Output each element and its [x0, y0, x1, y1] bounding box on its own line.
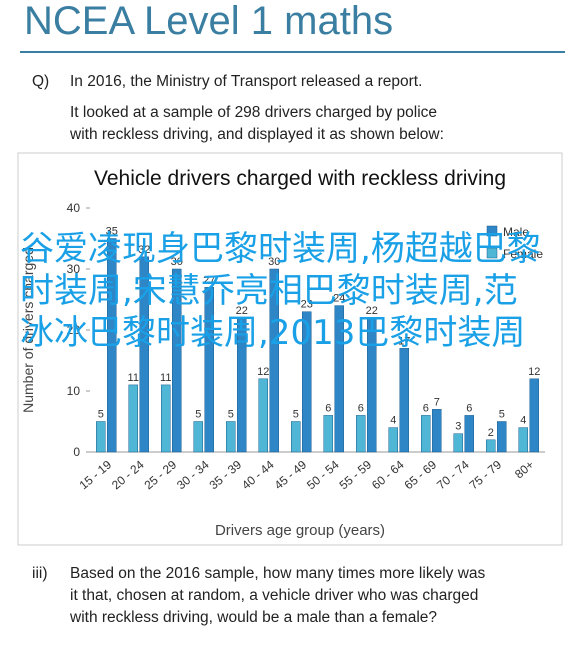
legend-swatch — [486, 247, 498, 259]
part-line: with reckless driving, would be a male t… — [69, 609, 437, 626]
bar — [237, 317, 247, 453]
value-label: 11 — [128, 372, 139, 384]
bar — [258, 378, 268, 453]
bar — [107, 238, 117, 453]
x-tick-label: 45 - 49 — [272, 457, 310, 492]
chart-title: Vehicle drivers charged with reckless dr… — [94, 167, 506, 190]
value-label: 22 — [236, 305, 248, 317]
bar — [302, 311, 312, 453]
y-tick-label: 0 — [73, 445, 80, 459]
x-tick-label: 75 - 79 — [467, 457, 505, 492]
value-label: 12 — [528, 366, 540, 378]
legend-label: Female — [503, 247, 543, 261]
bar — [497, 421, 507, 453]
x-tick-label: 30 - 34 — [174, 457, 212, 492]
question-line: with reckless driving, and displayed it … — [69, 126, 444, 143]
x-tick-label: 70 - 74 — [434, 457, 472, 492]
value-label: 3 — [455, 421, 461, 433]
bar — [388, 427, 398, 453]
header-title: NCEA Level 1 maths — [24, 0, 393, 43]
value-label: 22 — [366, 305, 378, 317]
value-label: 5 — [98, 409, 104, 421]
value-label: 5 — [228, 409, 234, 421]
value-label: 4 — [390, 415, 396, 427]
part-line: it that, chosen at random, a vehicle dri… — [70, 587, 478, 604]
bar — [421, 415, 431, 453]
value-label: 6 — [358, 402, 364, 414]
question-line: In 2016, the Ministry of Transport relea… — [70, 73, 422, 90]
bar — [367, 317, 377, 453]
value-label: 27 — [203, 274, 215, 286]
value-label: 6 — [466, 402, 472, 414]
value-label: 5 — [293, 409, 299, 421]
x-tick-label: 80+ — [512, 458, 537, 482]
y-tick-label: 20 — [67, 323, 81, 337]
part-marker: iii) — [32, 565, 48, 582]
value-label: 6 — [325, 402, 331, 414]
legend-swatch — [486, 225, 498, 237]
value-label: 30 — [171, 256, 183, 268]
bar — [96, 421, 106, 453]
bar — [172, 268, 182, 453]
value-label: 6 — [423, 402, 429, 414]
value-label: 17 — [398, 335, 410, 347]
value-label: 23 — [301, 299, 313, 311]
value-label: 35 — [106, 226, 118, 238]
value-label: 4 — [520, 415, 526, 427]
y-axis-title: Number of drivers charged — [20, 247, 36, 413]
x-tick-label: 60 - 64 — [369, 457, 407, 492]
value-label: 5 — [499, 409, 505, 421]
value-label: 11 — [160, 372, 171, 384]
y-tick-label: 40 — [67, 201, 81, 215]
question-marker: Q) — [32, 73, 49, 90]
value-label: 7 — [434, 396, 440, 408]
bar — [269, 268, 279, 453]
x-tick-label: 40 - 44 — [239, 457, 277, 492]
x-tick-label: 25 - 29 — [142, 457, 180, 492]
x-axis-title: Drivers age group (years) — [215, 522, 385, 539]
x-tick-label: 65 - 69 — [402, 457, 440, 492]
x-tick-label: 15 - 19 — [77, 457, 115, 492]
bar — [323, 415, 333, 453]
bar — [432, 409, 442, 453]
question-line: It looked at a sample of 298 drivers cha… — [70, 104, 437, 121]
bar — [226, 421, 236, 453]
bar — [334, 305, 344, 453]
value-label: 5 — [195, 409, 201, 421]
x-tick-label: 20 - 24 — [109, 457, 147, 492]
bar — [518, 427, 528, 453]
x-tick-label: 35 - 39 — [207, 457, 245, 492]
y-tick-label: 30 — [67, 262, 81, 276]
value-label: 12 — [257, 366, 269, 378]
bar — [204, 287, 214, 453]
part-line: Based on the 2016 sample, how many times… — [70, 565, 486, 582]
bar — [139, 256, 149, 453]
x-tick-label: 55 - 59 — [337, 457, 375, 492]
value-label: 30 — [268, 256, 280, 268]
value-label: 2 — [488, 427, 494, 439]
bar — [486, 439, 496, 453]
x-tick-label: 50 - 54 — [304, 457, 342, 492]
bar — [291, 421, 301, 453]
bar — [464, 415, 474, 453]
legend-label: Male — [503, 225, 529, 239]
value-label: 32 — [138, 244, 150, 256]
bar — [193, 421, 203, 453]
y-tick-label: 10 — [67, 384, 81, 398]
watermark-overlay: 谷爱凌现身巴黎时装周,杨超越巴黎时装周,宋慧乔亮相巴黎时装周,范冰冰巴黎时装周,… — [20, 229, 541, 353]
bar — [161, 384, 171, 453]
bar — [356, 415, 366, 453]
bar — [453, 433, 463, 453]
value-label: 24 — [333, 293, 345, 305]
bar — [529, 378, 539, 453]
chart-frame — [17, 152, 563, 546]
bar — [128, 384, 138, 453]
bar — [399, 348, 409, 453]
